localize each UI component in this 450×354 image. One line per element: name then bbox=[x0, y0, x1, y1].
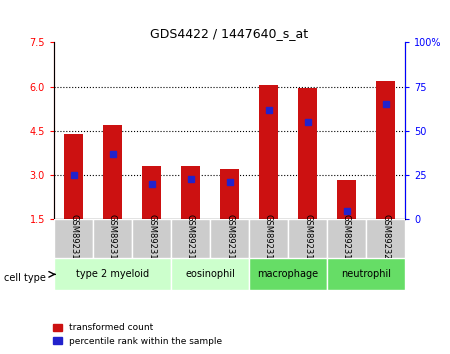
FancyBboxPatch shape bbox=[54, 219, 93, 258]
FancyBboxPatch shape bbox=[249, 258, 327, 290]
Bar bbox=[103, 125, 122, 219]
Text: GSM892320: GSM892320 bbox=[381, 213, 390, 264]
Bar bbox=[142, 166, 161, 219]
Text: cell type: cell type bbox=[4, 273, 46, 283]
Text: neutrophil: neutrophil bbox=[341, 269, 391, 279]
Text: GSM892315: GSM892315 bbox=[186, 213, 195, 264]
Text: type 2 myeloid: type 2 myeloid bbox=[76, 269, 149, 279]
FancyBboxPatch shape bbox=[54, 258, 171, 290]
Text: macrophage: macrophage bbox=[257, 269, 319, 279]
FancyBboxPatch shape bbox=[210, 219, 249, 258]
Bar bbox=[298, 88, 317, 219]
Bar bbox=[181, 166, 200, 219]
Bar bbox=[64, 134, 83, 219]
Text: GSM892317: GSM892317 bbox=[264, 213, 273, 264]
FancyBboxPatch shape bbox=[171, 219, 210, 258]
FancyBboxPatch shape bbox=[288, 219, 327, 258]
Text: GSM892318: GSM892318 bbox=[303, 213, 312, 264]
Text: GSM892319: GSM892319 bbox=[342, 213, 351, 264]
Text: eosinophil: eosinophil bbox=[185, 269, 235, 279]
Text: GSM892314: GSM892314 bbox=[147, 213, 156, 264]
Text: GSM892313: GSM892313 bbox=[108, 213, 117, 264]
FancyBboxPatch shape bbox=[366, 219, 405, 258]
Bar bbox=[220, 169, 239, 219]
Bar bbox=[259, 85, 278, 219]
FancyBboxPatch shape bbox=[327, 219, 366, 258]
Text: GSM892316: GSM892316 bbox=[225, 213, 234, 264]
FancyBboxPatch shape bbox=[327, 258, 405, 290]
Text: GSM892312: GSM892312 bbox=[69, 213, 78, 264]
Title: GDS4422 / 1447640_s_at: GDS4422 / 1447640_s_at bbox=[150, 27, 309, 40]
FancyBboxPatch shape bbox=[249, 219, 288, 258]
Bar bbox=[337, 180, 356, 219]
FancyBboxPatch shape bbox=[93, 219, 132, 258]
Legend: transformed count, percentile rank within the sample: transformed count, percentile rank withi… bbox=[50, 320, 226, 349]
FancyBboxPatch shape bbox=[132, 219, 171, 258]
FancyBboxPatch shape bbox=[171, 258, 249, 290]
Bar bbox=[376, 81, 395, 219]
